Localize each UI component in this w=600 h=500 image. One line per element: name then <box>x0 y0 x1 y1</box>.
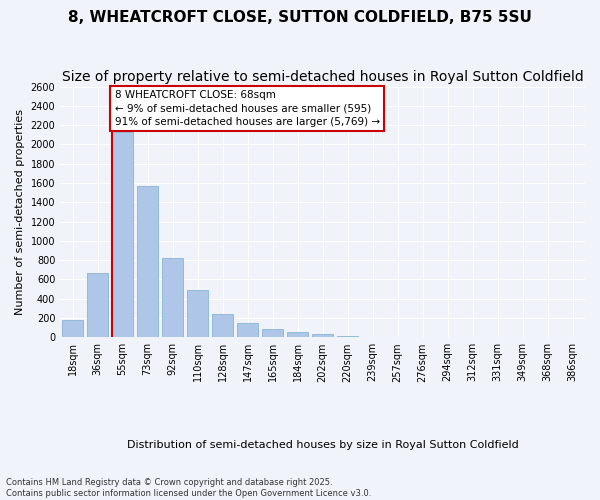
Title: Size of property relative to semi-detached houses in Royal Sutton Coldfield: Size of property relative to semi-detach… <box>62 70 583 84</box>
Text: Contains HM Land Registry data © Crown copyright and database right 2025.
Contai: Contains HM Land Registry data © Crown c… <box>6 478 371 498</box>
Bar <box>112 132 133 338</box>
Bar <box>212 314 233 338</box>
Bar <box>162 258 183 338</box>
Bar <box>262 328 283 338</box>
X-axis label: Distribution of semi-detached houses by size in Royal Sutton Coldfield: Distribution of semi-detached houses by … <box>127 440 518 450</box>
Bar <box>187 290 208 338</box>
Text: 8, WHEATCROFT CLOSE, SUTTON COLDFIELD, B75 5SU: 8, WHEATCROFT CLOSE, SUTTON COLDFIELD, B… <box>68 10 532 25</box>
Bar <box>137 186 158 338</box>
Bar <box>312 334 333 338</box>
Bar <box>337 336 358 338</box>
Text: 8 WHEATCROFT CLOSE: 68sqm
← 9% of semi-detached houses are smaller (595)
91% of : 8 WHEATCROFT CLOSE: 68sqm ← 9% of semi-d… <box>115 90 380 127</box>
Bar <box>87 272 108 338</box>
Bar <box>287 332 308 338</box>
Bar <box>237 323 258 338</box>
Y-axis label: Number of semi-detached properties: Number of semi-detached properties <box>15 109 25 315</box>
Bar <box>62 320 83 338</box>
